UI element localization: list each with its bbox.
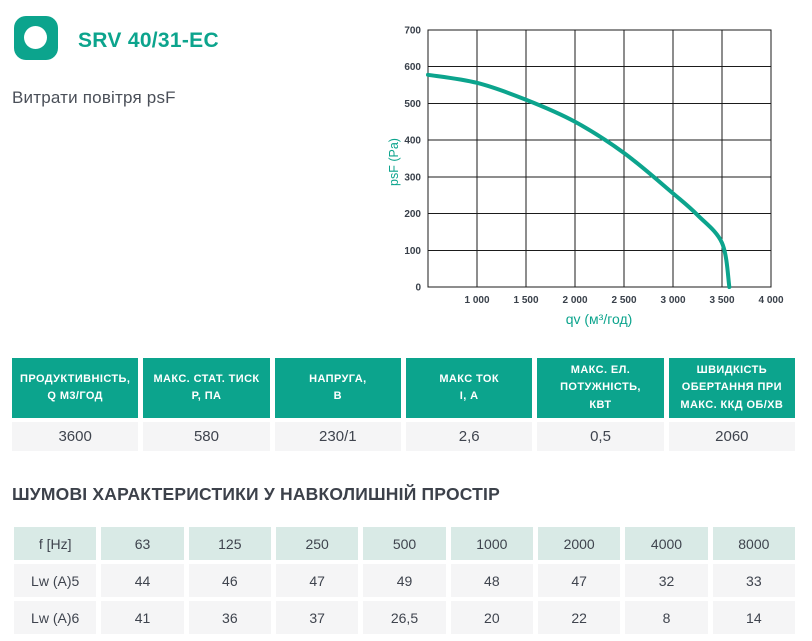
noise-value-cell: 32 (625, 564, 708, 597)
y-axis-title: psF (Pa) (388, 138, 401, 186)
noise-row-label: f [Hz] (14, 527, 97, 560)
chart-subtitle: Витрати повітря psF (12, 88, 176, 107)
spec-value-cell: 3600 (12, 422, 139, 451)
noise-value-cell: 20 (450, 601, 533, 634)
svg-text:3 500: 3 500 (709, 295, 734, 306)
svg-text:1 000: 1 000 (464, 295, 489, 306)
airflow-chart: 0 100 200 300 400 500 600 700 1 000 1 500 2 000 2 … (388, 26, 784, 328)
noise-value-cell: 22 (538, 601, 621, 634)
airflow-chart-container: 0 100 200 300 400 500 600 700 1 000 1 500 2 000 2 … (388, 12, 812, 338)
svg-text:2 500: 2 500 (611, 295, 636, 306)
noise-section-title: ШУМОВІ ХАРАКТЕРИСТИКИ У НАВКОЛИШНІЙ ПРОС… (12, 484, 500, 504)
noise-header-cell: 63 (101, 527, 184, 560)
noise-value-cell: 36 (188, 601, 271, 634)
y-tick-labels: 0 100 200 300 400 500 600 700 (404, 26, 421, 294)
spec-value-cell: 580 (143, 422, 270, 451)
page-title: SRV 40/31-EC (78, 29, 219, 52)
spec-header-cell: МАКС. СТАТ. ТИСК Р, ПА (143, 358, 270, 418)
svg-text:4 000: 4 000 (758, 295, 783, 306)
x-axis-title: qv (м³/год) (566, 311, 633, 327)
spec-value-cell: 2,6 (406, 422, 533, 451)
noise-value-cell: 48 (450, 564, 533, 597)
x-tick-labels: 1 000 1 500 2 000 2 500 3 000 3 500 4 000 (464, 295, 783, 306)
svg-text:400: 400 (404, 136, 421, 147)
noise-header-cell: 1000 (450, 527, 533, 560)
noise-header-cell: 500 (363, 527, 446, 560)
spec-header-cell: ШВИДКІСТЬ ОБЕРТАННЯ ПРИ МАКС. ККД ОБ/ХВ (668, 358, 795, 418)
noise-value-cell: 44 (101, 564, 184, 597)
noise-value-cell: 47 (538, 564, 621, 597)
noise-table: f [Hz] 63 125 250 500 1000 2000 4000 8000 Lw (A)5… (14, 527, 795, 634)
noise-value-cell: 33 (712, 564, 795, 597)
noise-header-cell: 125 (188, 527, 271, 560)
noise-header-cell: 250 (276, 527, 359, 560)
noise-value-cell: 14 (712, 601, 795, 634)
noise-value-cell: 41 (101, 601, 184, 634)
noise-value-cell: 47 (276, 564, 359, 597)
noise-value-cell: 49 (363, 564, 446, 597)
spec-value-cell: 230/1 (274, 422, 401, 451)
noise-header-cell: 8000 (712, 527, 795, 560)
svg-text:600: 600 (404, 62, 421, 73)
noise-value-cell: 26,5 (363, 601, 446, 634)
chart-series (426, 72, 732, 289)
spec-table: ПРОДУКТИВНІСТЬ, Q М3/ГОД МАКС. СТАТ. ТИСК… (12, 358, 795, 451)
spec-header-cell: ПРОДУКТИВНІСТЬ, Q М3/ГОД (12, 358, 139, 418)
spec-value-cell: 0,5 (537, 422, 664, 451)
brand-logo (14, 16, 58, 60)
noise-value-cell: 46 (188, 564, 271, 597)
spec-header-cell: НАПРУГА, В (274, 358, 401, 418)
noise-header-cell: 4000 (625, 527, 708, 560)
svg-text:100: 100 (404, 246, 421, 257)
spec-header-cell: МАКС ТОК I, А (406, 358, 533, 418)
svg-text:500: 500 (404, 99, 421, 110)
svg-text:300: 300 (404, 172, 421, 183)
spec-value-cell: 2060 (668, 422, 795, 451)
svg-text:0: 0 (415, 283, 421, 294)
noise-value-cell: 8 (625, 601, 708, 634)
noise-header-cell: 2000 (538, 527, 621, 560)
svg-text:2 000: 2 000 (562, 295, 587, 306)
noise-value-cell: 37 (276, 601, 359, 634)
svg-text:1 500: 1 500 (513, 295, 538, 306)
brand-circle-icon (24, 26, 47, 49)
spec-header-cell: МАКС. ЕЛ. ПОТУЖНІСТЬ, КВТ (537, 358, 664, 418)
noise-row-label: Lw (A)6 (14, 601, 97, 634)
svg-text:3 000: 3 000 (660, 295, 685, 306)
svg-text:700: 700 (404, 26, 421, 37)
svg-text:200: 200 (404, 209, 421, 220)
chart-grid (427, 29, 772, 288)
noise-row-label: Lw (A)5 (14, 564, 97, 597)
